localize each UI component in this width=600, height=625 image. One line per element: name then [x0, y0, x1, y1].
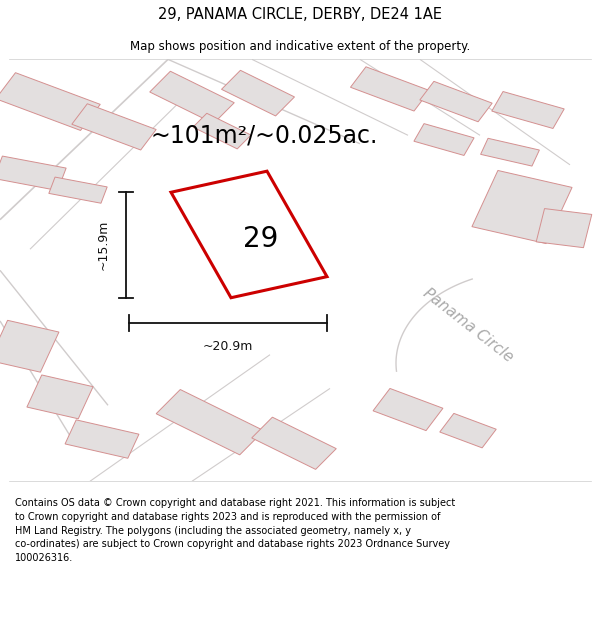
- Polygon shape: [0, 156, 66, 191]
- Text: Map shows position and indicative extent of the property.: Map shows position and indicative extent…: [130, 40, 470, 52]
- Text: 29: 29: [244, 224, 278, 253]
- Text: ~101m²/~0.025ac.: ~101m²/~0.025ac.: [151, 123, 377, 148]
- Polygon shape: [65, 420, 139, 458]
- Polygon shape: [472, 171, 572, 244]
- Polygon shape: [72, 104, 156, 150]
- Polygon shape: [252, 417, 336, 469]
- Polygon shape: [414, 124, 474, 156]
- Text: Panama Circle: Panama Circle: [420, 286, 516, 365]
- Text: ~15.9m: ~15.9m: [97, 220, 110, 270]
- Polygon shape: [156, 389, 264, 455]
- Polygon shape: [193, 113, 251, 149]
- Text: 29, PANAMA CIRCLE, DERBY, DE24 1AE: 29, PANAMA CIRCLE, DERBY, DE24 1AE: [158, 8, 442, 22]
- Polygon shape: [350, 67, 430, 111]
- Polygon shape: [171, 171, 327, 298]
- Polygon shape: [150, 71, 234, 124]
- Polygon shape: [0, 321, 59, 372]
- Polygon shape: [373, 389, 443, 431]
- Polygon shape: [49, 177, 107, 203]
- Polygon shape: [420, 81, 492, 122]
- Polygon shape: [440, 413, 496, 448]
- Polygon shape: [221, 71, 295, 116]
- Polygon shape: [0, 72, 100, 131]
- Polygon shape: [481, 138, 539, 166]
- Polygon shape: [492, 91, 564, 129]
- Text: ~20.9m: ~20.9m: [203, 340, 253, 352]
- Polygon shape: [27, 375, 93, 419]
- Polygon shape: [536, 209, 592, 248]
- Text: Contains OS data © Crown copyright and database right 2021. This information is : Contains OS data © Crown copyright and d…: [15, 499, 455, 563]
